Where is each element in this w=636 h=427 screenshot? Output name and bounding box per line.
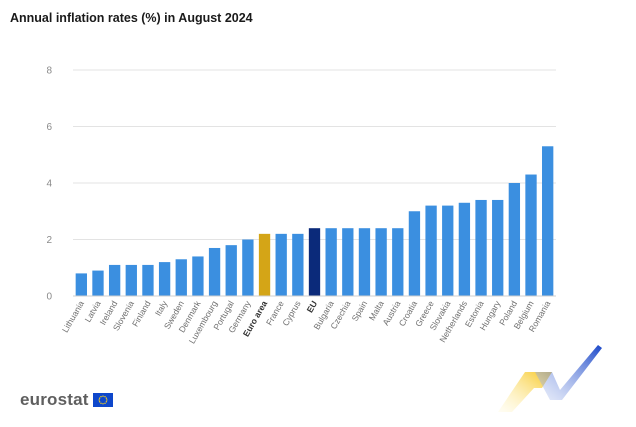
bar-bulgaria <box>325 228 337 296</box>
bar-estonia <box>475 199 487 296</box>
chart-title: Annual inflation rates (%) in August 202… <box>10 11 253 25</box>
y-tick-label: 6 <box>46 122 52 133</box>
bar-poland <box>508 183 521 296</box>
eurostat-swoosh-icon <box>498 345 602 412</box>
y-tick-label: 0 <box>46 292 52 303</box>
y-tick-label: 4 <box>46 179 52 190</box>
bar-spain <box>358 228 371 296</box>
bar-sweden <box>175 259 187 296</box>
eurostat-logo-text: eurostat <box>20 390 89 409</box>
bar-italy <box>158 262 171 296</box>
bar-slovakia <box>442 205 454 296</box>
bar-ireland <box>108 264 121 296</box>
bar-austria <box>392 228 404 296</box>
bar-croatia <box>408 211 421 296</box>
bar-france <box>275 233 287 296</box>
bar-finland <box>142 264 154 296</box>
bar-eu <box>308 228 321 296</box>
bars <box>75 146 554 296</box>
eu-flag-icon <box>92 393 113 407</box>
bar-latvia <box>92 270 104 296</box>
bar-cyprus <box>292 233 304 296</box>
y-axis-ticks: 0 2 4 6 8 <box>46 66 52 303</box>
y-tick-label: 8 <box>46 66 52 77</box>
bar-czechia <box>342 228 354 296</box>
bar-greece <box>425 205 437 296</box>
bar-belgium <box>525 174 537 296</box>
x-tick-label: Lithuania <box>60 299 86 334</box>
bar-portugal <box>225 245 237 296</box>
bar-hungary <box>492 199 504 296</box>
x-tick-label: Spain <box>350 299 370 323</box>
bar-lithuania <box>75 273 87 296</box>
bar-germany <box>242 239 254 296</box>
bar-luxembourg <box>208 247 221 296</box>
bar-denmark <box>192 256 204 296</box>
x-tick-label: EU <box>305 299 320 314</box>
bar-slovenia <box>125 264 137 296</box>
bar-romania <box>542 146 554 296</box>
y-tick-label: 2 <box>46 235 52 246</box>
bar-malta <box>375 228 387 296</box>
bar-euro-area <box>258 233 271 296</box>
bar-netherlands <box>458 202 471 296</box>
inflation-bar-chart: 0 2 4 6 8 LithuaniaLatviaIrelandSloveniaFinl… <box>46 66 556 345</box>
eurostat-logo: eurostat <box>20 390 113 410</box>
